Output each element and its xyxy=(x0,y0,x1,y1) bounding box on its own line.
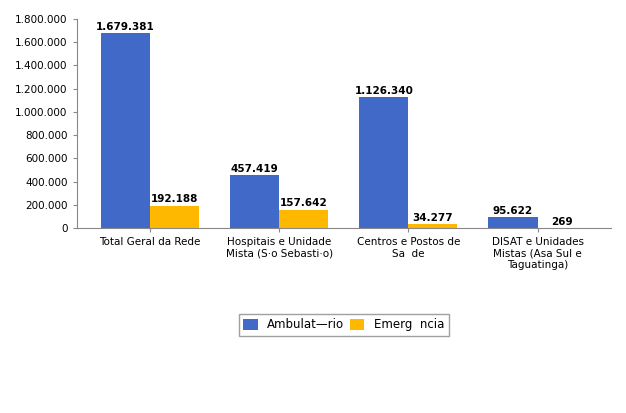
Text: 1.679.381: 1.679.381 xyxy=(96,21,155,32)
Bar xyxy=(488,217,538,228)
Text: 269: 269 xyxy=(552,217,573,227)
Legend: Ambulat—rio, Emerg  ncia: Ambulat—rio, Emerg ncia xyxy=(239,313,449,336)
Text: 192.188: 192.188 xyxy=(151,195,198,204)
Text: 1.126.340: 1.126.340 xyxy=(354,86,413,96)
Bar xyxy=(359,97,408,228)
Bar xyxy=(101,33,150,228)
Bar xyxy=(150,206,199,228)
Text: 95.622: 95.622 xyxy=(493,206,533,216)
Bar xyxy=(279,210,328,228)
Text: 157.642: 157.642 xyxy=(280,199,327,209)
Bar xyxy=(408,224,458,228)
Text: 34.277: 34.277 xyxy=(413,213,453,223)
Text: 457.419: 457.419 xyxy=(231,164,279,173)
Bar xyxy=(230,175,279,228)
